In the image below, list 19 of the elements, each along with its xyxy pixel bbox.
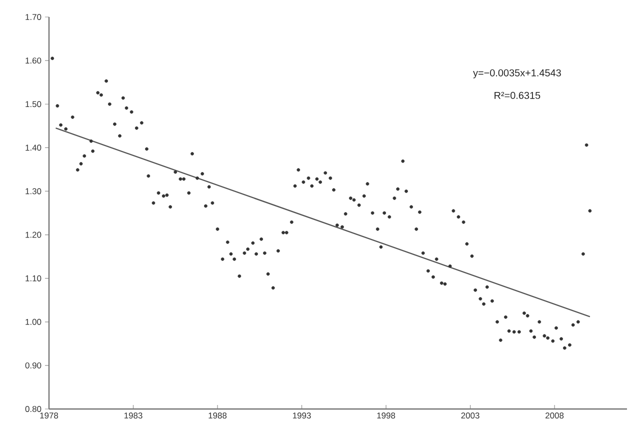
annotation: y=−0.0035x+1.4543 bbox=[473, 69, 561, 78]
y-tick-label: 1.20 bbox=[26, 232, 42, 238]
x-tick-label: 1993 bbox=[292, 412, 311, 419]
x-tick-label: 1998 bbox=[377, 412, 396, 419]
y-tick-label: 1.40 bbox=[26, 144, 42, 151]
x-tick-label: 2008 bbox=[546, 412, 564, 419]
annotation: R²=0.6315 bbox=[494, 92, 540, 99]
x-tick-label: 1978 bbox=[40, 412, 58, 419]
x-tick-label: 1988 bbox=[208, 412, 227, 419]
y-tick-label: 1.60 bbox=[26, 58, 42, 64]
y-tick-label: 1.50 bbox=[26, 101, 42, 108]
x-tick-label: 2003 bbox=[461, 412, 480, 419]
y-tick-label: 0.90 bbox=[25, 362, 42, 368]
y-tick-label: 1.70 bbox=[26, 14, 42, 20]
y-tick-label: 1.10 bbox=[26, 275, 42, 282]
x-tick-label: 1983 bbox=[124, 412, 142, 419]
y-tick-label: 1.00 bbox=[26, 318, 42, 325]
y-tick-label: 0.80 bbox=[25, 406, 42, 412]
y-tick-label: 1.30 bbox=[26, 188, 42, 194]
